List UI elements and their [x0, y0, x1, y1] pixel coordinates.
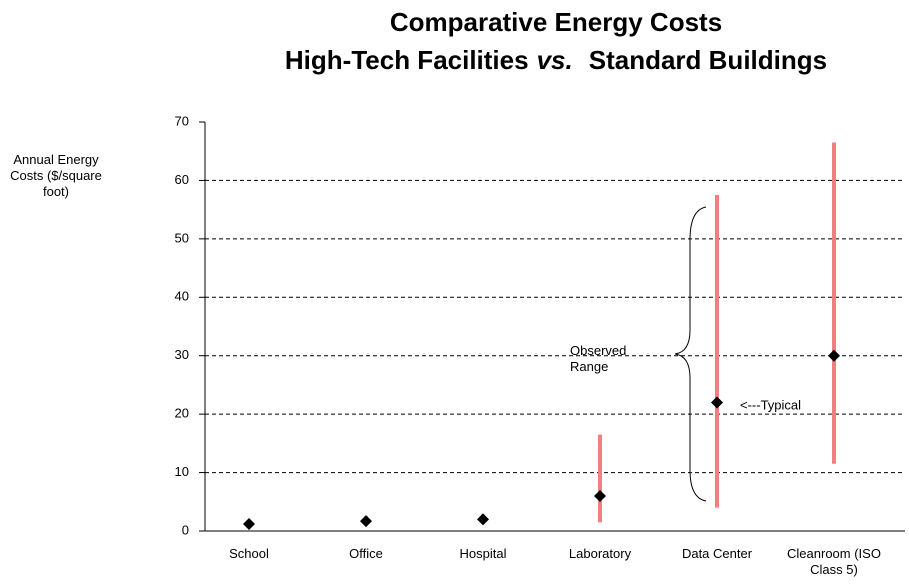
- typical-marker: [477, 513, 489, 526]
- title-part: vs.: [537, 45, 573, 75]
- x-tick-label: Office: [349, 546, 383, 561]
- typical-marker: [711, 396, 723, 409]
- y-tick-label: 40: [175, 289, 189, 304]
- typical-marker: [828, 349, 840, 362]
- y-tick-label: 10: [175, 464, 189, 479]
- y-tick-label: 50: [175, 230, 189, 245]
- x-tick-label: Hospital: [459, 546, 507, 561]
- x-tick-label: Cleanroom (ISO Class 5): [787, 546, 881, 577]
- annotation: <---Typical: [740, 397, 801, 412]
- x-tick-label: Laboratory: [568, 546, 632, 561]
- title-part: High-Tech Facilities: [285, 45, 529, 75]
- y-axis-label: Annual Energy Costs ($/square foot): [10, 152, 102, 199]
- title-part: Standard Buildings: [589, 45, 827, 75]
- annotation: Observed Range: [570, 343, 627, 374]
- typical-marker: [360, 515, 372, 528]
- y-tick-label: 0: [182, 522, 189, 537]
- typical-marker: [594, 489, 606, 502]
- typical-marker: [243, 517, 255, 530]
- y-tick-label: 70: [175, 113, 189, 128]
- y-tick-label: 20: [175, 406, 189, 421]
- brace: [674, 206, 707, 502]
- x-tick-label: Data Center: [681, 546, 753, 561]
- x-tick-label: School: [229, 546, 269, 561]
- y-tick-label: 60: [175, 172, 189, 187]
- y-tick-label: 30: [175, 347, 189, 362]
- chart-title: High-Tech Facilities vs. Standard Building…: [285, 45, 827, 75]
- chart-title: Comparative Energy Costs: [390, 7, 722, 37]
